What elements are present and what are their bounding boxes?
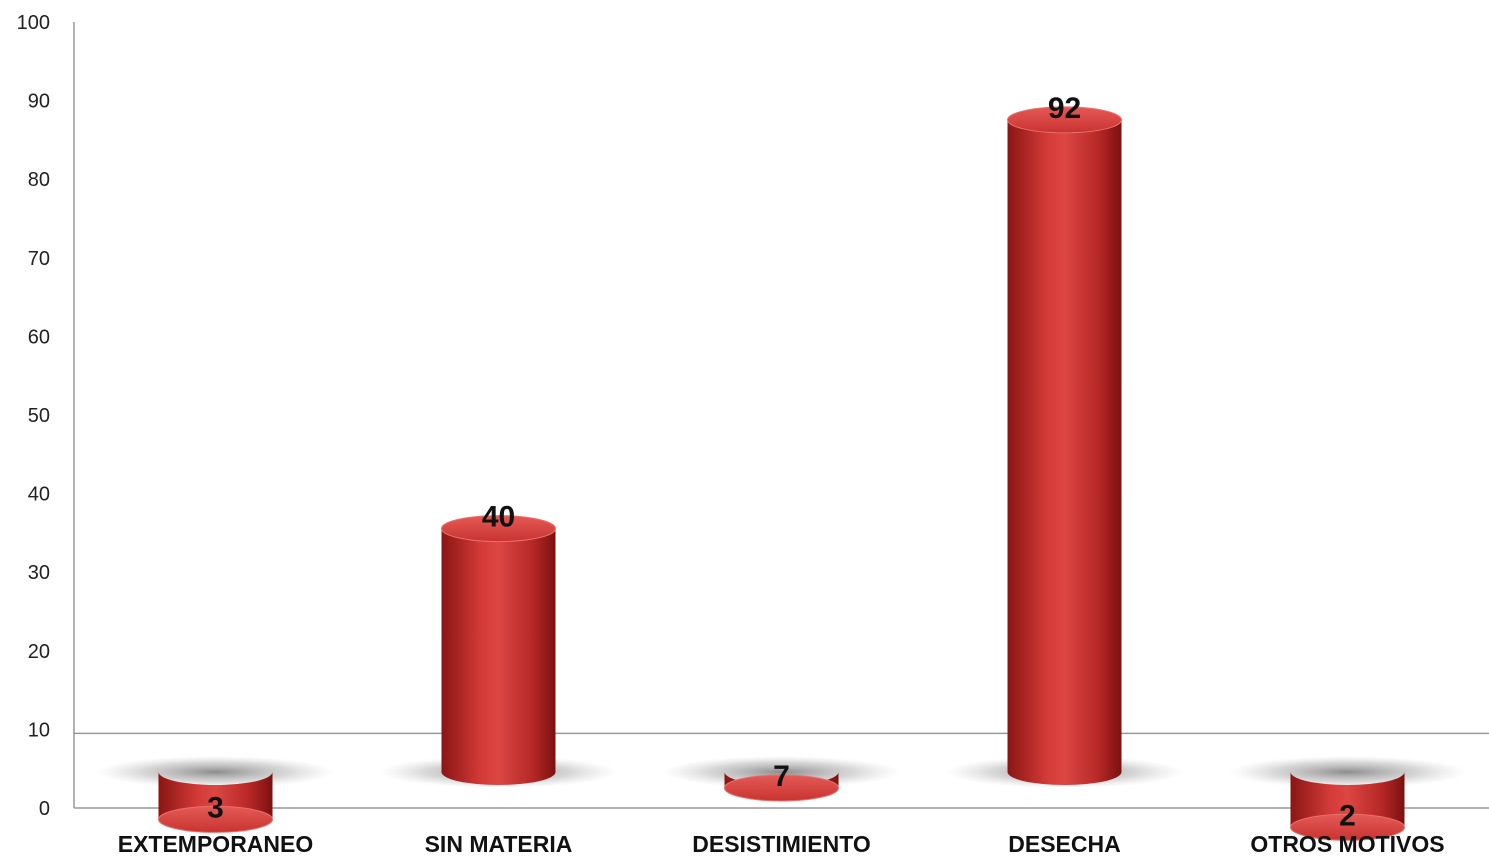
category-label: SIN MATERIA (425, 831, 573, 857)
y-tick-label: 70 (28, 248, 50, 270)
bar-shadows (96, 756, 1467, 788)
bar-shadow (96, 756, 335, 788)
y-tick-label: 50 (28, 405, 50, 427)
data-label: 7 (773, 760, 790, 793)
bar-top (1290, 813, 1405, 841)
bars (158, 106, 1405, 841)
bar-body (1007, 119, 1122, 785)
data-label: 3 (207, 791, 224, 824)
bar (724, 772, 839, 802)
bar-body (158, 772, 273, 820)
category-label: DESECHA (1008, 831, 1120, 857)
y-axis-ticks: 0 10 20 30 40 50 60 70 80 90 100 (17, 12, 50, 820)
bar (158, 772, 273, 833)
data-labels: 3 40 7 92 2 (207, 92, 1356, 832)
y-tick-label: 10 (28, 719, 50, 741)
data-label: 40 (482, 501, 515, 534)
bar-top (724, 774, 839, 802)
bar-shadow (1228, 756, 1467, 788)
category-label: OTROS MOTIVOS (1250, 831, 1444, 857)
data-label: 2 (1339, 799, 1356, 832)
bar (441, 515, 556, 785)
bar-body (441, 528, 556, 785)
category-labels: EXTEMPORANEO SIN MATERIA DESISTIMIENTO DESE… (118, 831, 1445, 857)
y-tick-label: 90 (28, 91, 50, 113)
bar (1007, 106, 1122, 785)
category-label: DESISTIMIENTO (692, 831, 871, 857)
bar (1290, 772, 1405, 841)
y-tick-label: 100 (17, 12, 50, 34)
y-tick-label: 40 (28, 484, 50, 506)
y-tick-label: 30 (28, 562, 50, 584)
bar-top (158, 805, 273, 833)
y-tick-label: 60 (28, 326, 50, 348)
axes (73, 22, 1489, 809)
bar-body (1290, 772, 1405, 828)
y-tick-label: 80 (28, 169, 50, 191)
bar-top (1007, 106, 1122, 134)
category-label: EXTEMPORANEO (118, 831, 314, 857)
bar-top (441, 515, 556, 543)
data-label: 92 (1048, 92, 1081, 125)
y-tick-label: 0 (39, 798, 50, 820)
bar-shadow (662, 756, 901, 788)
y-tick-label: 20 (28, 641, 50, 663)
